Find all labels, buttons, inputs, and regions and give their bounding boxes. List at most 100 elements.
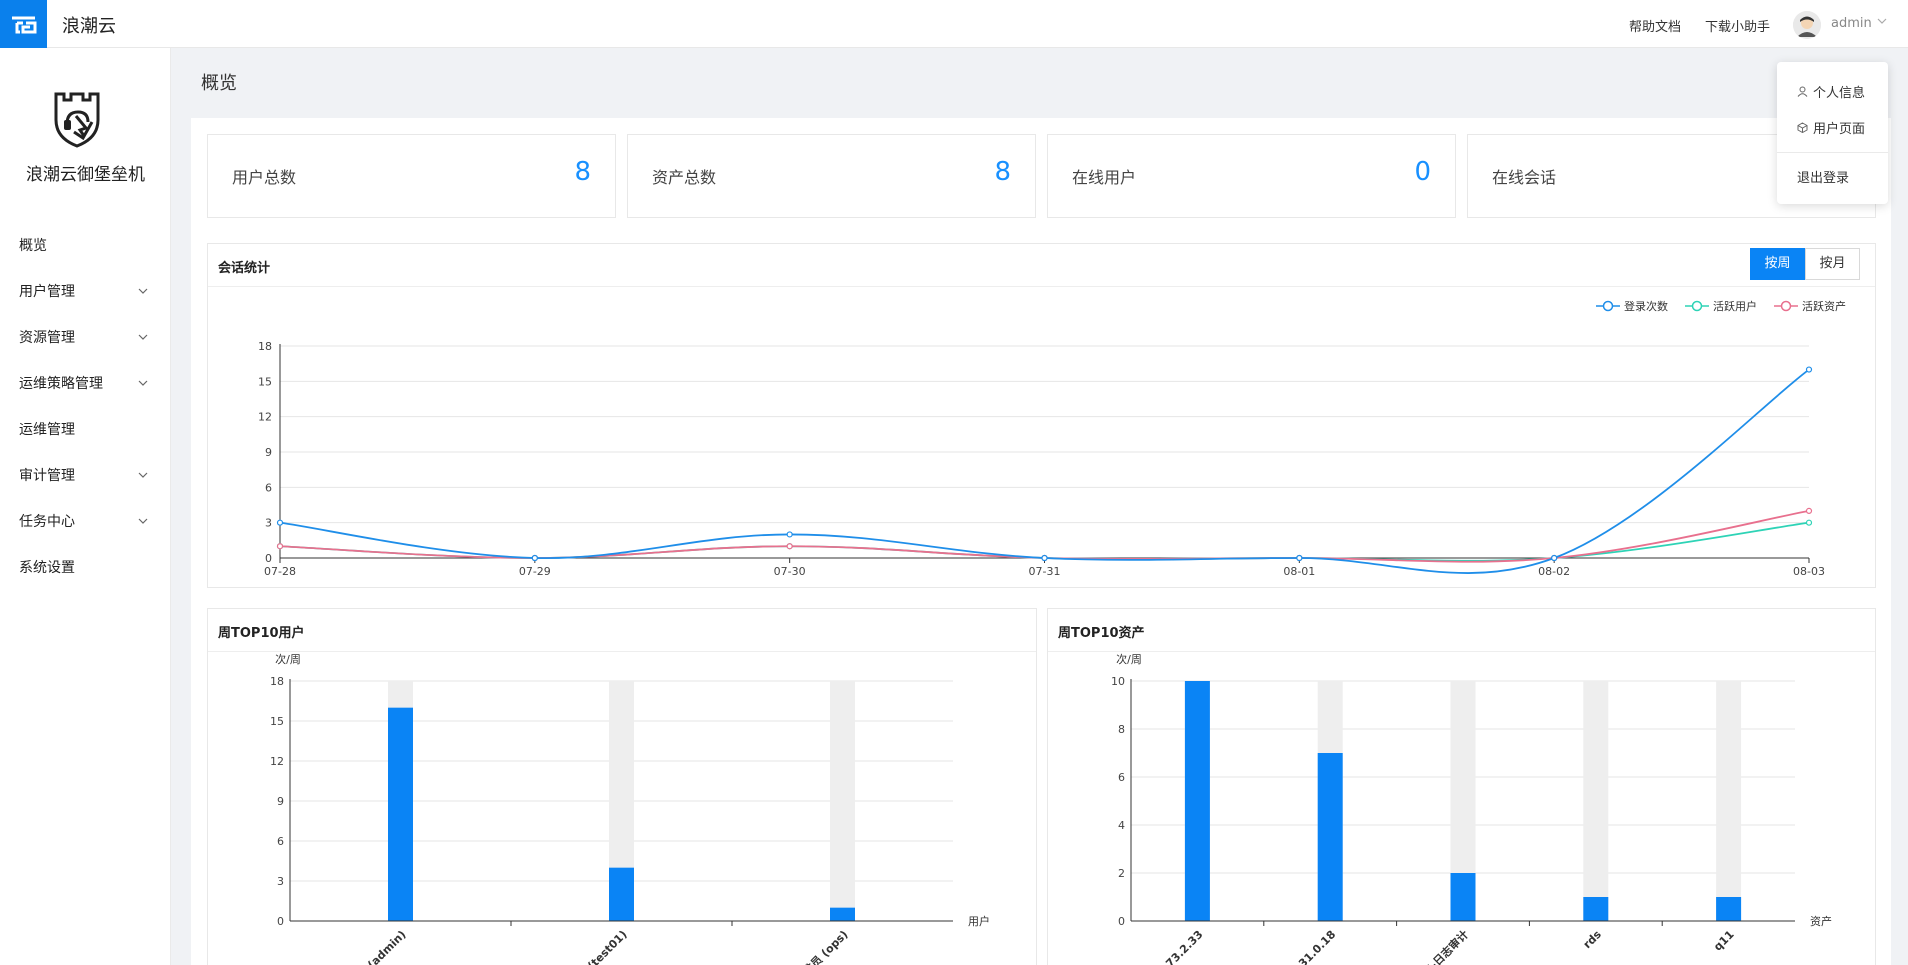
panel-header: 周TOP10用户 <box>208 609 1036 652</box>
user-icon <box>1797 86 1808 97</box>
legend-label: 登录次数 <box>1624 300 1668 313</box>
x-tick-label: 08-02 <box>1538 565 1570 578</box>
avatar-icon <box>1793 11 1821 39</box>
x-tick-label: 07-30 <box>774 565 806 578</box>
y-tick-label: 3 <box>265 517 272 530</box>
top10-users-panel: 周TOP10用户 <box>207 608 1037 965</box>
brand-logo[interactable] <box>0 0 47 48</box>
y-tick-label: 9 <box>265 446 272 459</box>
x-tick-label: 07-28 <box>264 565 296 578</box>
y-tick-label: 12 <box>258 411 272 424</box>
legend-login-count[interactable]: 登录次数 <box>1596 298 1668 314</box>
top-bar: 浪潮云 帮助文档 下载小助手 admin <box>0 0 1908 48</box>
sidebar: 浪潮云御堡垒机 概览 用户管理 资源管理 运维策略管理 运维管理 审计管理 任务… <box>0 48 171 965</box>
data-point <box>276 543 284 550</box>
data-point <box>786 543 793 550</box>
sidebar-item-label: 资源管理 <box>19 330 75 346</box>
sidebar-item-label: 运维管理 <box>19 422 75 438</box>
sidebar-item-audit-management[interactable]: 审计管理 <box>0 455 171 495</box>
data-point <box>1041 554 1048 562</box>
data-point <box>1805 507 1813 514</box>
stat-label: 用户总数 <box>232 168 297 187</box>
fortress-logo-icon <box>54 92 100 148</box>
toggle-by-month-button[interactable]: 按月 <box>1805 248 1860 280</box>
toggle-by-week-button[interactable]: 按周 <box>1750 248 1805 280</box>
sidebar-item-ops-policy-management[interactable]: 运维策略管理 <box>0 363 171 403</box>
series-line-active-assets <box>279 510 1810 563</box>
menu-item-label: 用户页面 <box>1813 122 1866 137</box>
user-name[interactable]: admin <box>1831 16 1872 31</box>
data-point <box>1805 366 1813 373</box>
stat-label: 资产总数 <box>652 168 717 187</box>
product-title: 浪潮云御堡垒机 <box>26 165 145 185</box>
data-point <box>1805 519 1813 526</box>
data-point <box>1551 554 1558 562</box>
sidebar-item-label: 运维策略管理 <box>19 376 103 392</box>
data-point <box>786 531 793 538</box>
stat-label: 在线会话 <box>1492 168 1557 187</box>
page-title: 概览 <box>201 73 237 94</box>
x-tick-label: 07-29 <box>519 565 551 578</box>
y-tick-label: 0 <box>265 552 272 565</box>
y-tick-label: 6 <box>265 481 272 494</box>
sidebar-item-label: 概览 <box>19 238 47 254</box>
stat-value: 0 <box>1414 157 1431 187</box>
chevron-down-icon <box>138 288 148 294</box>
sidebar-item-label: 任务中心 <box>19 514 75 530</box>
chevron-down-icon <box>138 380 148 386</box>
legend-marker-icon <box>1685 300 1709 312</box>
x-tick-label: 08-01 <box>1283 565 1315 578</box>
x-tick-label: 08-03 <box>1793 565 1825 578</box>
menu-item-logout[interactable]: 退出登录 <box>1797 167 1849 186</box>
panel-title: 周TOP10用户 <box>218 626 305 641</box>
sidebar-item-user-management[interactable]: 用户管理 <box>0 271 171 311</box>
sidebar-item-task-center[interactable]: 任务中心 <box>0 501 171 541</box>
stat-label: 在线用户 <box>1072 168 1137 187</box>
sidebar-item-system-settings[interactable]: 系统设置 <box>0 547 171 587</box>
menu-item-user-page[interactable]: 用户页面 <box>1797 118 1865 137</box>
avatar[interactable] <box>1793 11 1821 39</box>
panel-title: 周TOP10资产 <box>1058 626 1145 641</box>
menu-divider <box>1777 152 1888 153</box>
menu-item-label: 个人信息 <box>1813 86 1866 101</box>
data-point <box>1296 554 1303 562</box>
chevron-down-icon[interactable] <box>1876 15 1888 27</box>
stat-card-online-users: 在线用户 0 <box>1047 134 1456 218</box>
brand-logo-icon <box>11 16 36 34</box>
stat-value: 8 <box>994 157 1011 187</box>
stat-value: 8 <box>574 157 591 187</box>
stat-card-total-assets: 资产总数 8 <box>627 134 1036 218</box>
sidebar-item-ops-management[interactable]: 运维管理 <box>0 409 171 449</box>
help-docs-link[interactable]: 帮助文档 <box>1629 20 1682 35</box>
x-tick-label: 07-31 <box>1029 565 1061 578</box>
legend-active-users[interactable]: 活跃用户 <box>1685 298 1757 314</box>
data-point <box>531 554 538 562</box>
stat-card-total-users: 用户总数 8 <box>207 134 616 218</box>
legend-marker-icon <box>1596 300 1620 312</box>
download-helper-link[interactable]: 下载小助手 <box>1705 20 1771 35</box>
legend-marker-icon <box>1774 300 1798 312</box>
top10-assets-panel: 周TOP10资产 <box>1047 608 1876 965</box>
legend-label: 活跃资产 <box>1802 300 1846 313</box>
brand-name: 浪潮云 <box>62 16 116 37</box>
menu-item-label: 退出登录 <box>1797 171 1850 186</box>
data-point <box>276 519 284 526</box>
panel-header: 会话统计 <box>208 244 1875 287</box>
session-stats-panel: 会话统计 <box>207 243 1876 588</box>
sidebar-item-label: 用户管理 <box>19 284 75 300</box>
user-dropdown-menu: 个人信息 用户页面 退出登录 <box>1777 62 1888 204</box>
sidebar-item-label: 系统设置 <box>19 560 75 576</box>
sidebar-item-overview[interactable]: 概览 <box>0 225 171 265</box>
cube-icon <box>1797 122 1808 133</box>
y-tick-label: 18 <box>258 340 272 353</box>
sidebar-item-resource-management[interactable]: 资源管理 <box>0 317 171 357</box>
chevron-down-icon <box>138 518 148 524</box>
chevron-down-icon <box>138 334 148 340</box>
panel-header: 周TOP10资产 <box>1048 609 1875 652</box>
legend-active-assets[interactable]: 活跃资产 <box>1774 298 1846 314</box>
menu-item-profile[interactable]: 个人信息 <box>1797 82 1865 101</box>
series-line-login-count <box>279 368 1810 574</box>
y-tick-label: 15 <box>258 375 272 388</box>
legend-label: 活跃用户 <box>1713 300 1757 313</box>
